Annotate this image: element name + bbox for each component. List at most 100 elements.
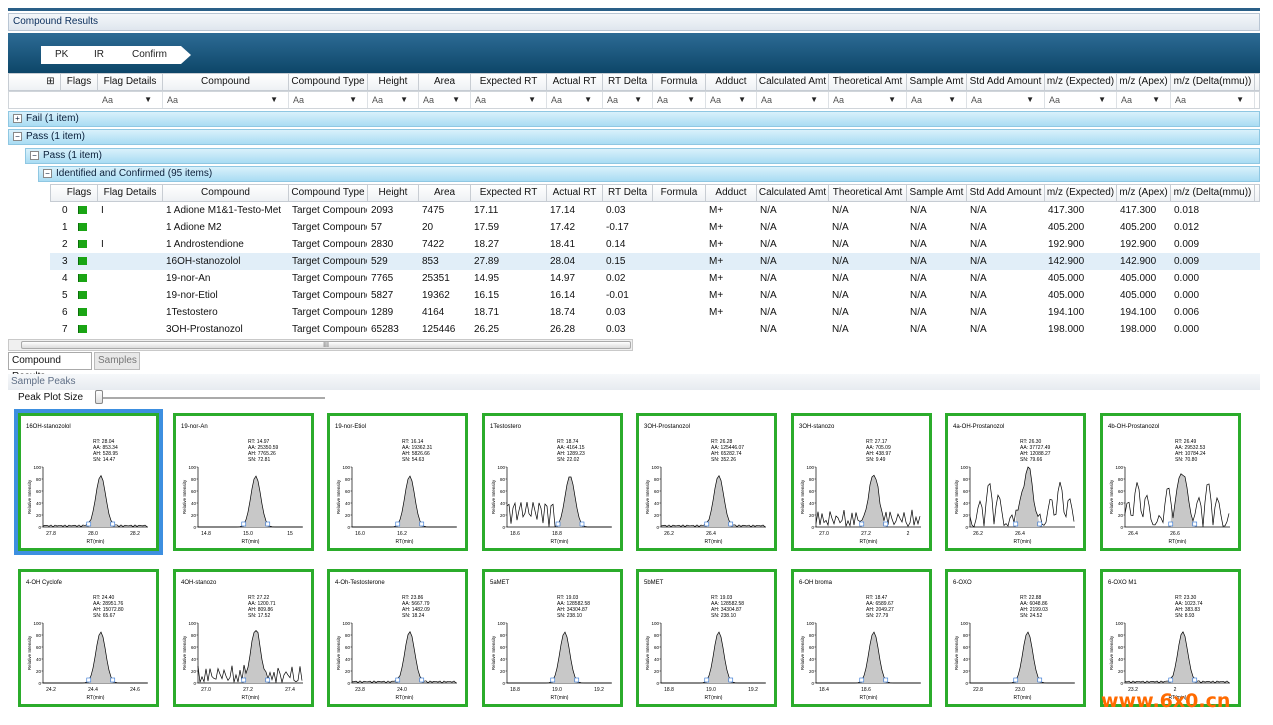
column-header-sample-amt[interactable]: Sample Amt bbox=[907, 185, 967, 201]
peak-plot[interactable]: 19-nor-Etiol RT: 16.14 AA: 19362.31 AH: 582… bbox=[327, 413, 468, 551]
breadcrumb-ir[interactable]: IR bbox=[80, 46, 132, 64]
column-header-compound[interactable]: Compound bbox=[163, 74, 289, 90]
peak-plot[interactable]: 1Testostero RT: 18.74 AA: 4164.15 AH: 1289.… bbox=[482, 413, 623, 551]
group-pass-sub[interactable]: − Pass (1 item) bbox=[25, 148, 1260, 164]
peak-plot[interactable]: 3OH-stanozo RT: 27.17 AA: 705.09 AH: 438.97… bbox=[791, 413, 932, 551]
peak-plot[interactable]: 5aMET RT: 19.03 AA: 128582.58 AH: 34304.87 S… bbox=[482, 569, 623, 707]
column-header-actual-rt[interactable]: Actual RT bbox=[547, 74, 603, 90]
filter-cell[interactable]: Aa ▼ bbox=[98, 92, 163, 108]
column-header-area[interactable]: Area bbox=[419, 185, 471, 201]
column-header-theoretical-amt[interactable]: Theoretical Amt bbox=[829, 185, 907, 201]
filter-cell[interactable]: Aa ▼ bbox=[471, 92, 547, 108]
column-header-m-z-expected-[interactable]: m/z (Expected) bbox=[1045, 185, 1117, 201]
table-row[interactable]: 0 I 1 Adione M1&1-Testo-Met Target Compound… bbox=[50, 202, 1260, 219]
dropdown-icon[interactable]: ▼ bbox=[452, 95, 460, 104]
filter-cell[interactable]: Aa ▼ bbox=[368, 92, 419, 108]
column-header-flag-details[interactable]: Flag Details bbox=[98, 185, 163, 201]
column-header-area[interactable]: Area bbox=[419, 74, 471, 90]
column-header-rt-delta[interactable]: RT Delta bbox=[603, 185, 653, 201]
peak-plot[interactable]: 4a-OH-Prostanozol RT: 26.30 AA: 37727.49 AH… bbox=[945, 413, 1086, 551]
collapse-icon[interactable]: − bbox=[13, 131, 22, 141]
horizontal-scrollbar[interactable]: III bbox=[8, 339, 633, 351]
column-header-height[interactable]: Height bbox=[368, 74, 419, 90]
table-row[interactable]: 7 3OH-Prostanozol Target Compound 65283 1254… bbox=[50, 321, 1260, 338]
filter-cell[interactable]: Aa ▼ bbox=[829, 92, 907, 108]
peak-plot[interactable]: 4-OH Cyclofe RT: 24.40 AA: 28951.76 AH: 150… bbox=[18, 569, 159, 707]
dropdown-icon[interactable]: ▼ bbox=[810, 95, 818, 104]
peak-plot-size-slider[interactable] bbox=[95, 390, 103, 404]
column-header-m-z-expected-[interactable]: m/z (Expected) bbox=[1045, 74, 1117, 90]
filter-cell[interactable]: Aa ▼ bbox=[1171, 92, 1255, 108]
table-row[interactable]: 2 I 1 Androstendione Target Compound 2830 742… bbox=[50, 236, 1260, 253]
table-row[interactable]: 1 1 Adione M2 Target Compound 57 20 17.59 17.4… bbox=[50, 219, 1260, 236]
filter-cell[interactable]: Aa ▼ bbox=[967, 92, 1045, 108]
table-row[interactable]: 5 19-nor-Etiol Target Compound 5827 19362 16.… bbox=[50, 287, 1260, 304]
table-row[interactable]: 6 1Testostero Target Compound 1289 4164 18.71… bbox=[50, 304, 1260, 321]
filter-cell[interactable]: Aa ▼ bbox=[163, 92, 289, 108]
filter-cell[interactable]: Aa ▼ bbox=[706, 92, 757, 108]
peak-plot[interactable]: 19-nor-An RT: 14.97 AA: 25350.59 AH: 7765.2… bbox=[173, 413, 314, 551]
expand-icon[interactable]: + bbox=[13, 113, 22, 123]
collapse-icon[interactable]: − bbox=[43, 168, 52, 178]
dropdown-icon[interactable]: ▼ bbox=[634, 95, 642, 104]
dropdown-icon[interactable]: ▼ bbox=[1098, 95, 1106, 104]
column-header-m-z-apex-[interactable]: m/z (Apex) bbox=[1117, 185, 1171, 201]
column-header-theoretical-amt[interactable]: Theoretical Amt bbox=[829, 74, 907, 90]
group-pass[interactable]: − Pass (1 item) bbox=[8, 129, 1260, 145]
column-header-flag-details[interactable]: Flag Details bbox=[98, 74, 163, 90]
column-header-actual-rt[interactable]: Actual RT bbox=[547, 185, 603, 201]
dropdown-icon[interactable]: ▼ bbox=[400, 95, 408, 104]
filter-cell[interactable]: Aa ▼ bbox=[1117, 92, 1171, 108]
peak-plot[interactable]: 6-OXO M1 RT: 23.30 AA: 1023.74 AH: 383.83 SN… bbox=[1100, 569, 1241, 707]
column-header-height[interactable]: Height bbox=[368, 185, 419, 201]
column-header-expected-rt[interactable]: Expected RT bbox=[471, 185, 547, 201]
dropdown-icon[interactable]: ▼ bbox=[948, 95, 956, 104]
column-header-adduct[interactable]: Adduct bbox=[706, 74, 757, 90]
peak-plot[interactable]: 6-OH broma RT: 18.47 AA: 6589.67 AH: 2049.2… bbox=[791, 569, 932, 707]
scroll-thumb[interactable]: III bbox=[21, 341, 631, 349]
column-header-calculated-amt[interactable]: Calculated Amt bbox=[757, 185, 829, 201]
filter-cell[interactable]: Aa ▼ bbox=[603, 92, 653, 108]
tab-samples[interactable]: Samples bbox=[94, 352, 140, 370]
column-header-adduct[interactable]: Adduct bbox=[706, 185, 757, 201]
column-header-sample-amt[interactable]: Sample Amt bbox=[907, 74, 967, 90]
peak-plot[interactable]: 4OH-stanozo RT: 27.22 AA: 1200.71 AH: 809.8… bbox=[173, 569, 314, 707]
collapse-icon[interactable]: − bbox=[30, 150, 39, 160]
table-row[interactable]: 4 19-nor-An Target Compound 7765 25351 14.95 1… bbox=[50, 270, 1260, 287]
column-header-compound-type[interactable]: Compound Type bbox=[289, 185, 368, 201]
dropdown-icon[interactable]: ▼ bbox=[1026, 95, 1034, 104]
dropdown-icon[interactable]: ▼ bbox=[349, 95, 357, 104]
group-fail[interactable]: + Fail (1 item) bbox=[8, 111, 1260, 127]
column-chooser-icon[interactable]: ⊞ bbox=[41, 74, 61, 90]
table-row[interactable]: 3 16OH-stanozolol Target Compound 529 853 27.… bbox=[50, 253, 1260, 270]
peak-plot[interactable]: 4b-OH-Prostanozol RT: 26.49 AA: 29532.53 AH… bbox=[1100, 413, 1241, 551]
column-header-rt-delta[interactable]: RT Delta bbox=[603, 74, 653, 90]
filter-cell[interactable]: Aa ▼ bbox=[653, 92, 706, 108]
column-header-calculated-amt[interactable]: Calculated Amt bbox=[757, 74, 829, 90]
dropdown-icon[interactable]: ▼ bbox=[270, 95, 278, 104]
peak-plot[interactable]: 16OH-stanozolol RT: 28.04 AA: 853.34 AH: 52… bbox=[14, 409, 163, 555]
peak-plot[interactable]: 3OH-Prostanozol RT: 26.28 AA: 125446.07 AH:… bbox=[636, 413, 777, 551]
tab-compound-results[interactable]: Compound Results bbox=[8, 352, 92, 382]
filter-cell[interactable]: Aa ▼ bbox=[1045, 92, 1117, 108]
column-header-std-add-amount[interactable]: Std Add Amount bbox=[967, 185, 1045, 201]
filter-cell[interactable]: Aa ▼ bbox=[907, 92, 967, 108]
dropdown-icon[interactable]: ▼ bbox=[738, 95, 746, 104]
column-header-formula[interactable]: Formula bbox=[653, 74, 706, 90]
column-header-formula[interactable]: Formula bbox=[653, 185, 706, 201]
column-header-std-add-amount[interactable]: Std Add Amount bbox=[967, 74, 1045, 90]
column-header-expected-rt[interactable]: Expected RT bbox=[471, 74, 547, 90]
dropdown-icon[interactable]: ▼ bbox=[1152, 95, 1160, 104]
peak-plot[interactable]: 4-Oh-Testosterone RT: 23.86 AA: 5667.79 AH:… bbox=[327, 569, 468, 707]
peak-plot[interactable]: 5bMET RT: 19.03 AA: 128582.58 AH: 34304.87 S… bbox=[636, 569, 777, 707]
breadcrumb-pk[interactable]: PK bbox=[41, 46, 96, 64]
group-identified-confirmed[interactable]: − Identified and Confirmed (95 items) bbox=[38, 166, 1260, 182]
dropdown-icon[interactable]: ▼ bbox=[1236, 95, 1244, 104]
dropdown-icon[interactable]: ▼ bbox=[687, 95, 695, 104]
filter-cell[interactable]: Aa ▼ bbox=[289, 92, 368, 108]
peak-plot[interactable]: 6-OXO RT: 22.88 AA: 6048.86 AH: 2199.03 SN: … bbox=[945, 569, 1086, 707]
column-header-m-z-delta-mmu-[interactable]: m/z (Delta(mmu)) bbox=[1171, 185, 1255, 201]
column-header-m-z-delta-mmu-[interactable]: m/z (Delta(mmu)) bbox=[1171, 74, 1255, 90]
breadcrumb-confirm[interactable]: Confirm bbox=[118, 46, 191, 64]
column-header-compound[interactable]: Compound bbox=[163, 185, 289, 201]
